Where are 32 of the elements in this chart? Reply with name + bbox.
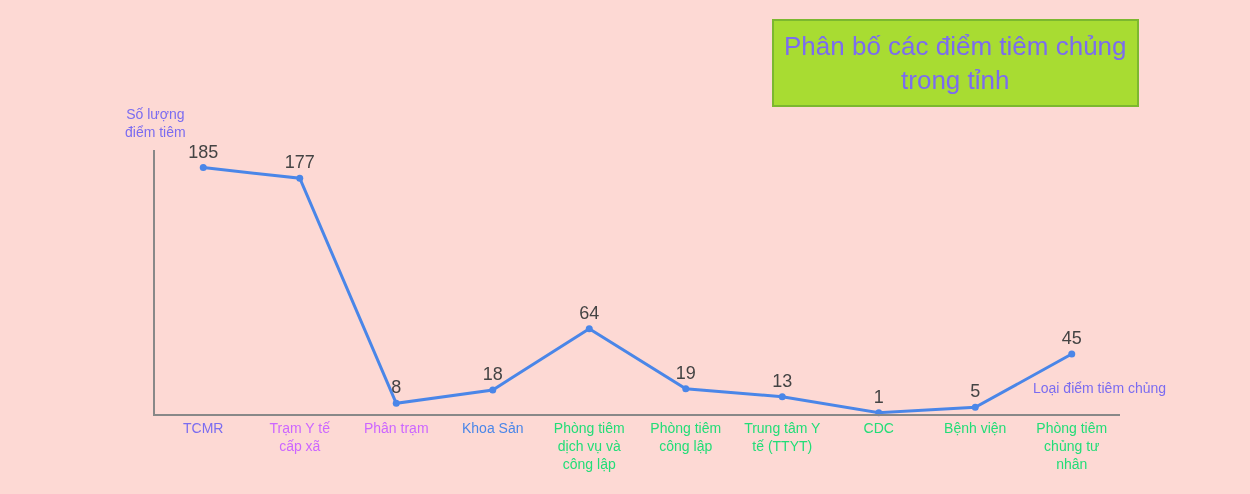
point <box>1068 350 1076 358</box>
data-label: 18 <box>482 364 503 385</box>
x-tick-label: Trạm Y tế cấp xã <box>269 419 331 454</box>
x-tick-label: Khoa Sản <box>462 419 524 436</box>
x-tick-label: Bệnh viện <box>944 419 1007 436</box>
x-tick-label: Trung tâm Y tế (TTYT) <box>744 419 822 454</box>
x-tick-label: Phòng tiêm chủng tư nhân <box>1036 419 1108 473</box>
point <box>296 174 304 182</box>
point <box>682 385 690 393</box>
x-tick-label: Phòng tiêm công lập <box>650 419 722 454</box>
x-tick-label: TCMR <box>183 419 224 436</box>
point <box>585 325 593 333</box>
data-label: 1 <box>873 386 884 407</box>
point <box>971 403 979 411</box>
data-label: 64 <box>579 302 600 323</box>
point <box>392 399 400 407</box>
data-label: 177 <box>284 152 315 173</box>
x-axis-title: Loại điểm tiêm chủng <box>1033 380 1167 396</box>
data-label: 13 <box>772 370 793 391</box>
point <box>778 393 786 401</box>
point <box>489 386 497 394</box>
x-tick-label: CDC <box>863 419 894 436</box>
data-label: 185 <box>188 141 219 162</box>
y-axis-title: Số lượng điểm tiêm <box>125 106 186 141</box>
data-label: 45 <box>1061 328 1082 349</box>
data-label: 5 <box>970 381 981 402</box>
chart-title: Phân bố các điểm tiêm chủng trong tỉnh <box>784 31 1127 95</box>
data-label: 19 <box>675 362 696 383</box>
x-tick-label: Phòng tiêm dịch vụ và công lập <box>553 419 625 473</box>
x-tick-label: Phân trạm <box>363 419 429 436</box>
point <box>199 164 207 172</box>
data-label: 8 <box>391 377 402 398</box>
